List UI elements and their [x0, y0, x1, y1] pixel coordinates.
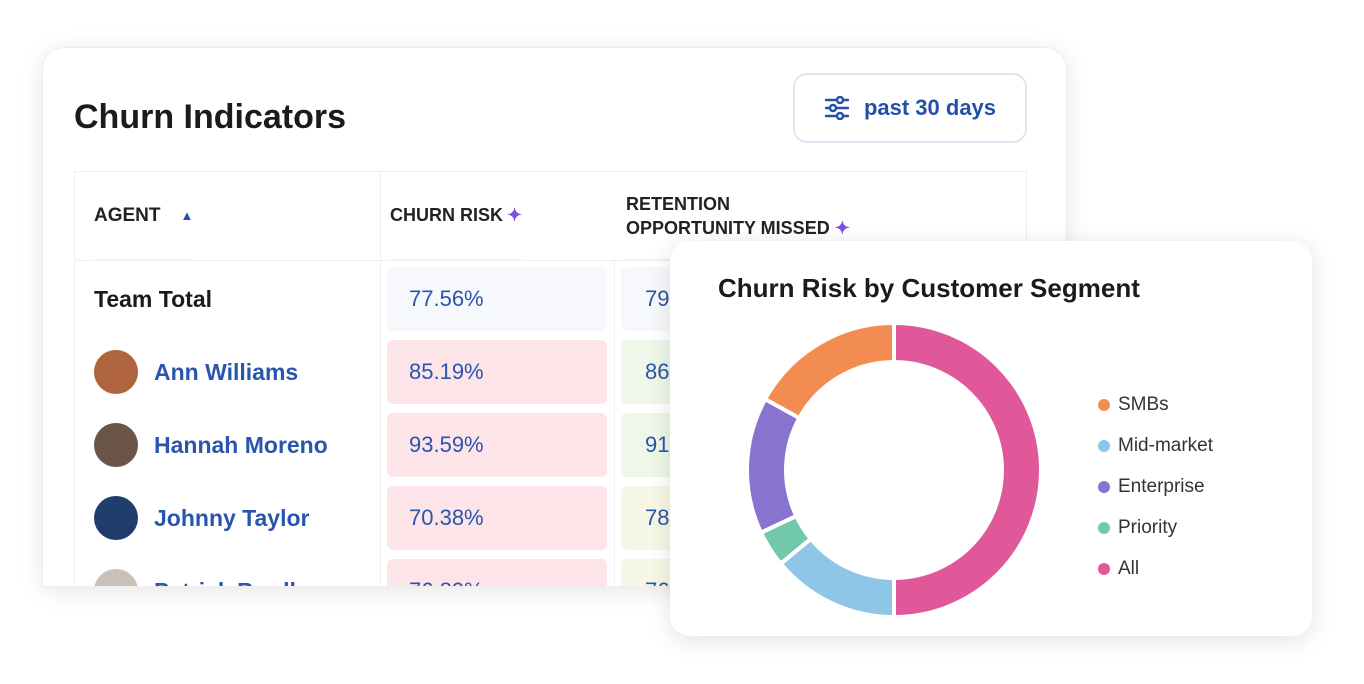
ai-sparkle-icon: ✦ — [834, 217, 850, 238]
churn-risk-header-label: CHURN RISK — [390, 205, 504, 225]
churn-risk-cell: 76.89% — [387, 559, 607, 586]
column-header-churn-risk[interactable]: CHURN RISK ✦ — [390, 172, 523, 260]
avatar — [94, 423, 138, 467]
agent-name[interactable]: Ann Williams — [154, 358, 299, 385]
chart-title: Churn Risk by Customer Segment — [718, 273, 1140, 303]
ai-sparkle-icon: ✦ — [507, 205, 523, 225]
date-filter-button[interactable]: past 30 days — [793, 73, 1027, 143]
legend-item[interactable]: Priority — [1098, 507, 1213, 548]
donut-slice-enterprise[interactable] — [745, 396, 803, 536]
legend-dot-icon — [1098, 480, 1110, 493]
donut-slice-all[interactable] — [892, 320, 1043, 620]
filter-label: past 30 days — [863, 95, 997, 120]
legend-label: Priority — [1118, 516, 1178, 538]
legend-dot-icon — [1098, 398, 1110, 411]
legend-label: Mid-market — [1118, 434, 1214, 456]
retention-header-line2: OPPORTUNITY MISSED — [626, 217, 830, 238]
agent-name-link[interactable]: Patrick Bradley — [94, 559, 321, 587]
chart-legend: SMBs Mid-market Enterprise Priority All — [1098, 384, 1213, 589]
churn-risk-cell: 70.38% — [387, 486, 607, 550]
churn-risk-cell: 93.59% — [387, 413, 607, 477]
churn-risk-cell: 85.19% — [387, 340, 607, 404]
team-total-label: Team Total — [94, 285, 212, 312]
donut-chart — [745, 320, 1043, 620]
table-row[interactable]: Hannah Moreno 93.59% 91 — [75, 413, 1028, 486]
legend-label: SMBs — [1118, 393, 1169, 415]
legend-label: All — [1118, 557, 1140, 579]
avatar — [94, 350, 138, 394]
agent-name[interactable]: Johnny Taylor — [154, 504, 310, 531]
panel-title: Churn Indicators — [74, 98, 347, 136]
agent-header-label: AGENT — [94, 204, 161, 226]
legend-item[interactable]: Enterprise — [1098, 466, 1213, 507]
agent-name[interactable]: Patrick Bradley — [154, 578, 321, 587]
avatar — [94, 496, 138, 540]
filter-sliders-icon — [824, 96, 850, 120]
legend-label: Enterprise — [1118, 475, 1205, 497]
agent-name-link[interactable]: Hannah Moreno — [94, 413, 328, 477]
legend-item[interactable]: All — [1098, 548, 1213, 589]
churn-risk-cell: 77.56% — [387, 267, 607, 331]
donut-slice-smbs[interactable] — [762, 320, 896, 421]
agent-name[interactable]: Hannah Moreno — [154, 431, 328, 458]
legend-item[interactable]: SMBs — [1098, 384, 1213, 425]
legend-item[interactable]: Mid-market — [1098, 425, 1213, 466]
avatar — [94, 569, 138, 586]
agent-name-link[interactable]: Ann Williams — [94, 340, 298, 404]
column-header-agent[interactable]: AGENT ▲ — [94, 172, 194, 260]
legend-dot-icon — [1098, 439, 1110, 452]
churn-risk-segment-card: Churn Risk by Customer Segment SMBs Mid-m… — [670, 241, 1312, 636]
sort-ascending-icon[interactable]: ▲ — [180, 208, 194, 223]
legend-dot-icon — [1098, 562, 1110, 575]
agent-name-link[interactable]: Johnny Taylor — [94, 486, 310, 550]
retention-header-line1: RETENTION — [626, 193, 731, 214]
legend-dot-icon — [1098, 521, 1110, 534]
